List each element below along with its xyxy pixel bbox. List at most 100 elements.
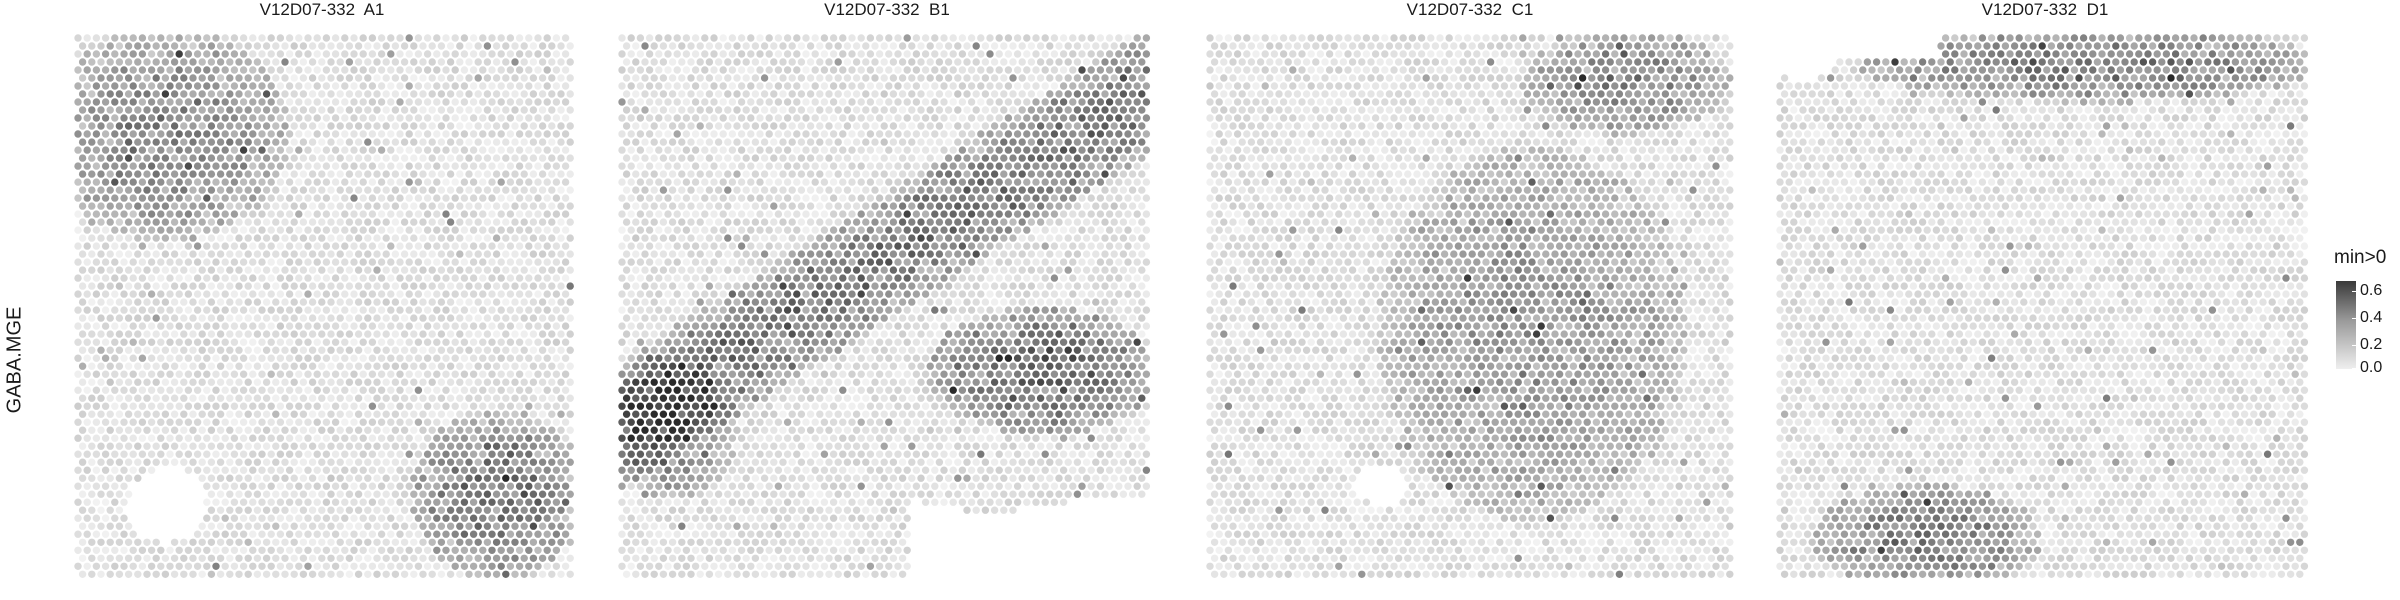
spot bbox=[520, 138, 528, 146]
spot bbox=[557, 426, 565, 434]
spot bbox=[157, 34, 165, 42]
spot bbox=[632, 170, 640, 178]
spot bbox=[632, 138, 640, 146]
spot bbox=[691, 50, 700, 58]
spot bbox=[806, 122, 815, 130]
spot bbox=[529, 90, 538, 98]
spot bbox=[115, 106, 124, 114]
spot bbox=[184, 354, 193, 362]
spot bbox=[1110, 170, 1118, 178]
spot bbox=[465, 426, 473, 434]
spot bbox=[212, 34, 220, 42]
spot bbox=[931, 34, 939, 42]
spot bbox=[419, 538, 427, 546]
spot bbox=[981, 106, 990, 114]
spot bbox=[166, 130, 174, 138]
spot bbox=[1018, 202, 1026, 210]
spot bbox=[120, 306, 128, 314]
spot bbox=[396, 386, 404, 394]
spot bbox=[1142, 178, 1151, 186]
spot bbox=[230, 338, 239, 346]
spot bbox=[161, 426, 170, 434]
spot bbox=[428, 298, 436, 306]
spot bbox=[327, 522, 335, 530]
spot bbox=[857, 66, 865, 74]
spot bbox=[871, 138, 879, 146]
spot bbox=[189, 90, 197, 98]
spot bbox=[668, 154, 677, 162]
spot bbox=[898, 106, 907, 114]
spot bbox=[1069, 34, 1077, 42]
spot bbox=[111, 242, 119, 250]
spot bbox=[276, 482, 285, 490]
spot bbox=[299, 250, 308, 258]
spot bbox=[1036, 42, 1045, 50]
spot bbox=[387, 306, 395, 314]
spot bbox=[557, 138, 565, 146]
spot bbox=[843, 90, 852, 98]
spot bbox=[760, 218, 769, 226]
spot bbox=[331, 434, 340, 442]
spot bbox=[345, 362, 354, 370]
spot bbox=[226, 170, 234, 178]
spot bbox=[221, 466, 229, 474]
spot bbox=[926, 122, 934, 130]
spot bbox=[262, 474, 271, 482]
spot bbox=[111, 514, 119, 522]
spot bbox=[548, 234, 556, 242]
spot bbox=[428, 538, 436, 546]
spot bbox=[696, 170, 704, 178]
spot bbox=[552, 498, 561, 506]
spot bbox=[180, 186, 188, 194]
spot bbox=[506, 498, 515, 506]
spot bbox=[1138, 138, 1146, 146]
spot bbox=[377, 66, 386, 74]
spot bbox=[221, 114, 229, 122]
spot bbox=[428, 458, 436, 466]
spot bbox=[1041, 82, 1049, 90]
spot bbox=[1064, 106, 1072, 114]
spot bbox=[747, 130, 755, 138]
spot bbox=[885, 50, 893, 58]
spot bbox=[364, 266, 372, 274]
spot bbox=[120, 466, 128, 474]
spot bbox=[437, 314, 446, 322]
spot bbox=[423, 98, 432, 106]
spot bbox=[180, 218, 188, 226]
spot bbox=[820, 130, 829, 138]
spot bbox=[1133, 34, 1141, 42]
spot bbox=[451, 418, 459, 426]
spot bbox=[446, 138, 455, 146]
spot bbox=[701, 146, 709, 154]
spot bbox=[304, 34, 312, 42]
spot bbox=[622, 202, 631, 210]
spot bbox=[451, 386, 459, 394]
spot bbox=[92, 34, 101, 42]
spot bbox=[276, 402, 285, 410]
spot bbox=[138, 450, 147, 458]
spot bbox=[414, 66, 423, 74]
spot bbox=[469, 290, 478, 298]
spot bbox=[793, 98, 801, 106]
spot bbox=[281, 90, 289, 98]
spot bbox=[134, 458, 142, 466]
spot bbox=[161, 314, 170, 322]
spot bbox=[1018, 58, 1026, 66]
spot bbox=[368, 450, 377, 458]
spot bbox=[198, 154, 206, 162]
spot bbox=[184, 82, 193, 90]
spot bbox=[451, 290, 459, 298]
spot bbox=[101, 162, 110, 170]
spot bbox=[1027, 74, 1036, 82]
spot bbox=[557, 346, 565, 354]
spot bbox=[1082, 74, 1091, 82]
spot bbox=[816, 74, 824, 82]
spot bbox=[78, 426, 87, 434]
spot bbox=[97, 394, 105, 402]
spot bbox=[212, 178, 220, 186]
spot bbox=[396, 66, 404, 74]
spot bbox=[262, 346, 271, 354]
spot bbox=[400, 298, 409, 306]
spot bbox=[442, 226, 450, 234]
spot bbox=[1023, 194, 1031, 202]
